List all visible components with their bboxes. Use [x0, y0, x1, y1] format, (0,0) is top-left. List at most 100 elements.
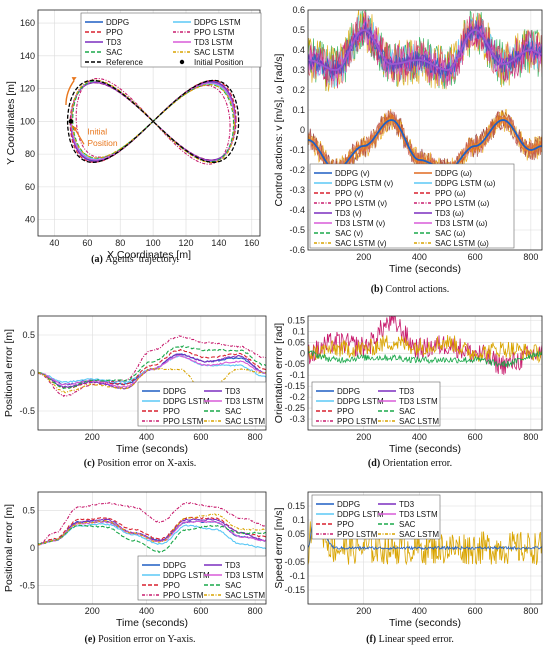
plot-frame: [37, 315, 267, 431]
error-line-ppo-lstm: [308, 316, 542, 375]
legend-entry: SAC LSTM: [225, 591, 265, 600]
y-tick-label: 0.5: [292, 25, 305, 35]
legend-entry: DDPG: [163, 561, 186, 570]
legend-entry: SAC LSTM: [225, 417, 265, 426]
x-tick-label: 800: [248, 606, 263, 616]
legend-entry: PPO: [337, 520, 354, 529]
caption-label: (f): [366, 634, 379, 645]
legend-entry: SAC (v): [335, 229, 363, 238]
y-tick-label: -0.1: [289, 145, 305, 155]
y-tick-label: 0.5: [22, 506, 35, 516]
legend-entry: TD3: [399, 387, 415, 396]
y-tick-label: 100: [20, 116, 35, 126]
x-tick-label: 400: [139, 432, 154, 442]
y-tick-label: 0.05: [287, 529, 305, 539]
legend-entry: SAC: [399, 407, 416, 416]
legend-marker: [179, 59, 185, 65]
legend-entry: PPO LSTM (ω): [435, 199, 490, 208]
y-tick-label: 0.6: [292, 5, 305, 15]
figure-caption: (e) Position error on Y-axis.: [84, 634, 195, 645]
annotation-text-1: Initial: [87, 126, 107, 136]
panel-f: 200 400 600 800 -0.15 -0.1 -0.05 0 0.05 0.1 0.15 Ti…: [273, 491, 543, 645]
plot-frame: [307, 491, 543, 605]
caption-text: Orientation error.: [383, 458, 452, 469]
panel-c: 200 400 600 800 -0.5 0 0.5 Time (seconds) Positi…: [3, 315, 267, 469]
legend-entry: SAC: [106, 48, 123, 57]
legend-box: [137, 555, 267, 601]
legend-entry: DDPG: [163, 387, 186, 396]
plot-frame: [307, 9, 543, 251]
y-tick-label: 0: [30, 368, 35, 378]
caption-text: Control actions.: [385, 284, 449, 295]
y-tick-label: 80: [25, 149, 35, 159]
panel-b: 200 400 600 800 -0.6 -0.5 -0.4 -0.3 -0.2 -0.1 0 0.1…: [273, 5, 543, 295]
legend-entry: Reference: [106, 58, 143, 67]
error-line-sac: [38, 345, 266, 390]
x-tick-label: 600: [193, 606, 208, 616]
y-tick-label: 0.1: [292, 515, 305, 525]
error-line-td3-lstm: [38, 355, 266, 388]
direction-arrowhead: [71, 77, 77, 82]
x-tick-label: 400: [412, 252, 427, 262]
trajectory-reference: [66, 79, 240, 163]
legend-entry: TD3 LSTM: [399, 510, 438, 519]
plot-frame: [37, 9, 261, 237]
legend-entry: DDPG: [337, 387, 360, 396]
legend-entry: TD3: [399, 500, 415, 509]
y-tick-label: 0.15: [287, 315, 305, 325]
y-tick-label: -0.05: [284, 359, 305, 369]
legend-entry: PPO LSTM: [194, 28, 235, 37]
panel-a: 40 60 80 100 120 140 160 40 60 80 100 120 140 160 X Co…: [5, 9, 262, 265]
y-axis-label: Orientation error [rad]: [273, 323, 285, 423]
trajectory-sac: [72, 80, 235, 163]
annotation-arrowhead: [73, 126, 78, 132]
figure-caption: (f) Linear speed error.: [366, 634, 454, 645]
error-lines: [38, 501, 266, 554]
legend-entry: DDPG: [106, 18, 129, 27]
y-axis-label: Y Coordinates [m]: [5, 81, 17, 165]
legend-box: [137, 381, 267, 427]
legend-entry: PPO LSTM: [163, 417, 204, 426]
legend-entry: DDPG (ω): [435, 169, 472, 178]
legend-entry: SAC: [225, 407, 242, 416]
y-tick-label: -0.15: [284, 585, 305, 595]
y-tick-label: 160: [20, 18, 35, 28]
x-tick-label: 800: [523, 252, 538, 262]
error-line-ppo-lstm: [38, 501, 266, 546]
y-tick-label: -0.2: [289, 392, 305, 402]
legend-entry: SAC LSTM: [399, 417, 439, 426]
legend-entry: TD3 LSTM (ω): [435, 219, 488, 228]
x-tick-label: 200: [356, 432, 371, 442]
y-tick-label: 0.2: [292, 85, 305, 95]
legend-entry: PPO: [163, 581, 180, 590]
x-tick-label: 200: [356, 606, 371, 616]
control-mean-line: [308, 29, 542, 71]
legend-entry: PPO LSTM (v): [335, 199, 387, 208]
y-tick-label: 60: [25, 182, 35, 192]
x-axis-label: Time (seconds): [116, 617, 188, 629]
legend-entry: TD3 LSTM (v): [335, 219, 386, 228]
legend-entry: DDPG LSTM: [337, 510, 384, 519]
x-tick-label: 140: [211, 238, 226, 248]
legend-box: [80, 12, 262, 68]
y-axis-label: Positional error [m]: [3, 329, 15, 417]
y-tick-label: 0: [30, 543, 35, 553]
y-tick-label: 0.4: [292, 45, 305, 55]
caption-label: (b): [371, 284, 386, 295]
x-tick-label: 800: [523, 432, 538, 442]
legend-entry: SAC (ω): [435, 229, 466, 238]
error-line-ddpg: [308, 518, 542, 551]
y-tick-label: -0.5: [19, 580, 35, 590]
x-tick-label: 600: [468, 606, 483, 616]
x-tick-label: 400: [412, 606, 427, 616]
figure-caption: (d) Orientation error.: [368, 458, 452, 469]
y-tick-label: 0.5: [22, 330, 35, 340]
error-line-ppo-lstm: [38, 335, 266, 397]
error-lines: [308, 505, 542, 566]
legend-entry: PPO LSTM: [163, 591, 204, 600]
y-tick-label: -0.15: [284, 381, 305, 391]
x-tick-label: 200: [356, 252, 371, 262]
x-tick-label: 400: [139, 606, 154, 616]
error-line-td3: [38, 518, 266, 546]
y-tick-label: 0.1: [292, 105, 305, 115]
